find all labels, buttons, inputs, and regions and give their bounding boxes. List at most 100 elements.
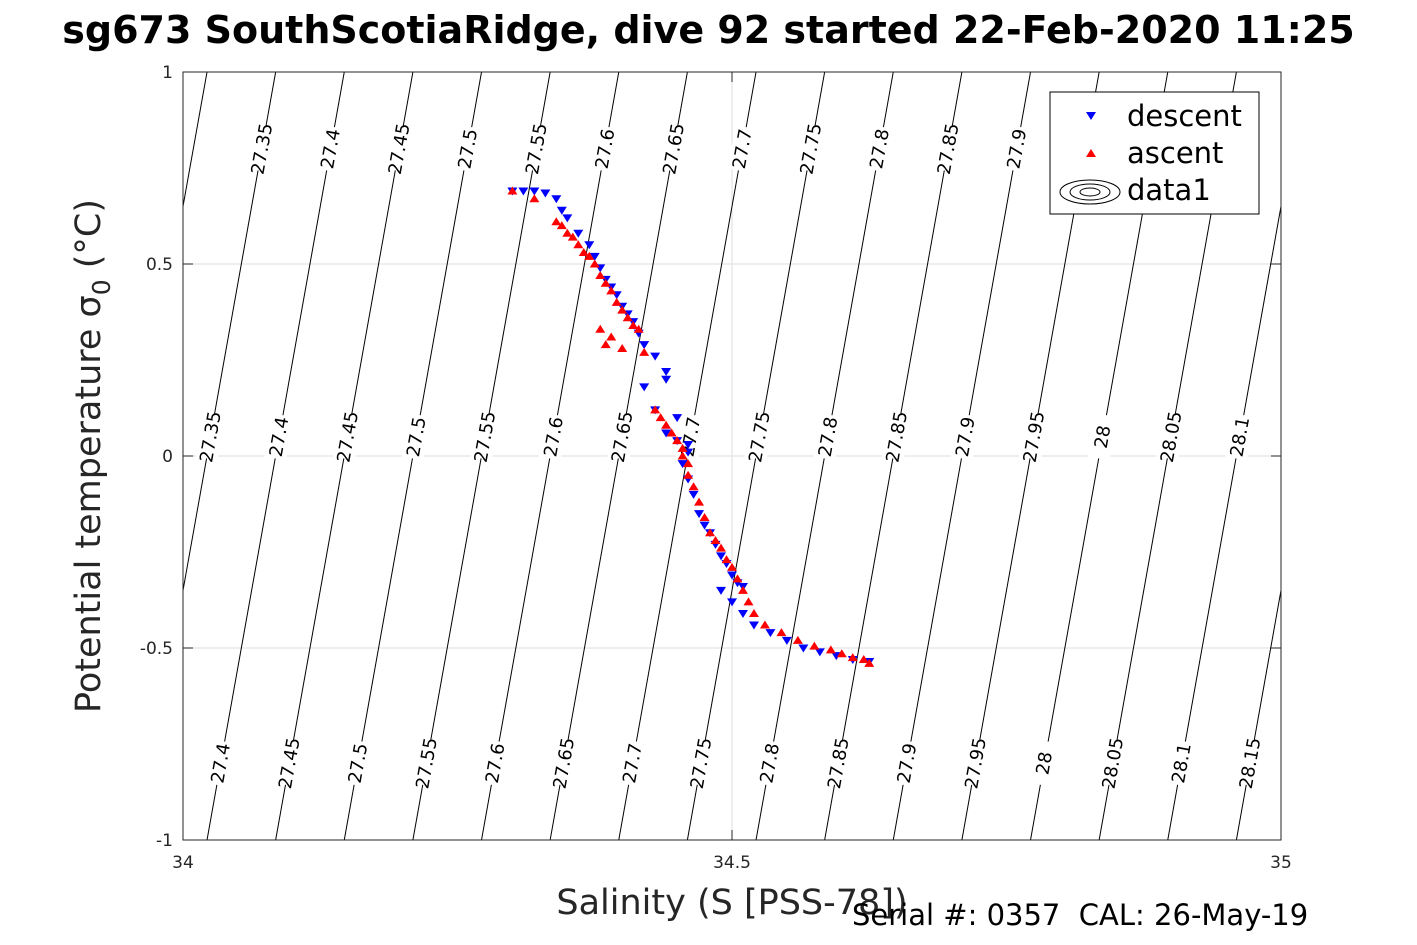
ascent-point xyxy=(556,221,567,230)
ascent-point xyxy=(573,240,584,249)
descent-point xyxy=(727,571,737,580)
descent-point xyxy=(688,490,699,499)
ascent-point xyxy=(727,562,737,571)
ascent-point xyxy=(595,324,606,333)
descent-point xyxy=(765,629,776,638)
isopycnal-line xyxy=(183,72,208,210)
y-tick-label: 0.5 xyxy=(146,255,173,275)
ascent-point xyxy=(567,232,578,241)
ascent-point xyxy=(666,428,677,437)
ascent-point xyxy=(683,470,694,479)
isopycnal-label-bg xyxy=(1156,413,1186,461)
chart-title: sg673 SouthScotiaRidge, dive 92 started … xyxy=(62,8,1355,52)
ascent-point xyxy=(716,543,727,552)
descent-point xyxy=(551,195,562,204)
ascent-point xyxy=(562,228,573,237)
ascent-point xyxy=(529,194,540,203)
isopycnal-label-bg xyxy=(727,125,757,173)
x-tick-label: 34 xyxy=(172,853,194,873)
ascent-point xyxy=(809,641,820,650)
ascent-point xyxy=(655,413,666,422)
ascent-point xyxy=(661,420,672,429)
isopycnal-label-bg xyxy=(823,739,854,787)
y-tick-label: 1 xyxy=(162,63,173,83)
descent-point xyxy=(650,352,661,361)
isopycnal-label-bg xyxy=(658,125,689,173)
y-axis-label: Potential temperature σ0 (°C) xyxy=(69,199,116,713)
ascent-point xyxy=(628,320,639,329)
ascent-point xyxy=(688,482,699,491)
isopycnal-label-bg xyxy=(264,413,294,461)
isopycnal-label-bg xyxy=(315,125,346,173)
y-axis-label-main: Potential temperature xyxy=(69,317,109,713)
ascent-point xyxy=(743,597,754,606)
isopycnal-label-bg xyxy=(892,739,922,787)
ascent-point xyxy=(589,259,600,268)
descent-point xyxy=(661,429,672,438)
isopycnal-label-bg xyxy=(796,125,826,173)
isopycnal-label-bg xyxy=(1019,413,1049,461)
isopycnal-label-bg xyxy=(617,739,648,787)
isopycnal-label-bg xyxy=(960,739,991,787)
isopycnal-label-bg xyxy=(401,413,432,461)
ascent-point xyxy=(847,653,858,662)
ascent-point xyxy=(710,535,721,544)
ascent-point xyxy=(864,658,875,667)
isopycnal-label-bg xyxy=(453,125,483,173)
isopycnal-label-bg xyxy=(813,413,843,461)
isopycnal-label-bg xyxy=(1029,739,1059,787)
isopycnal-label-bg xyxy=(933,125,963,173)
descent-point xyxy=(529,187,540,196)
isopycnal-label-bg xyxy=(950,413,981,461)
ascent-point xyxy=(606,286,617,295)
ascent-point xyxy=(507,186,518,195)
ascent-point xyxy=(672,436,683,445)
isopycnal-label-bg xyxy=(521,125,552,173)
isopycnal-label-bg xyxy=(1225,413,1255,461)
ascent-point xyxy=(737,585,748,594)
isopycnal-label-bg xyxy=(744,413,775,461)
ascent-point xyxy=(732,574,743,583)
ascent-point xyxy=(776,628,787,637)
ascent-point xyxy=(650,405,661,414)
x-axis-label: Salinity (S [PSS-78]) xyxy=(556,883,907,923)
ascent-point xyxy=(677,443,688,452)
axis-ticks: 34 34.5 35 -1 -0.5 0 0.5 1 xyxy=(140,63,1292,873)
isopycnal-label-bg xyxy=(480,739,510,787)
descent-point xyxy=(661,375,672,384)
ascent-point xyxy=(633,324,644,333)
legend-descent-label: descent xyxy=(1127,99,1242,133)
descent-point xyxy=(814,648,825,657)
isopycnal-label-bg xyxy=(274,739,305,787)
legend-data1-label: data1 xyxy=(1127,173,1211,207)
isopycnal-label-bg xyxy=(411,739,442,787)
isopycnal-label-bg xyxy=(195,413,226,461)
ascent-point xyxy=(622,313,633,322)
descent-point xyxy=(661,368,672,377)
legend-box xyxy=(1049,91,1260,215)
descent-point xyxy=(518,187,529,196)
descent-point xyxy=(677,460,688,469)
ascent-point xyxy=(551,217,562,226)
isopycnal-label-bg xyxy=(247,125,277,173)
ascent-point xyxy=(748,608,759,617)
y-tick-label: -0.5 xyxy=(140,639,173,659)
descent-point xyxy=(683,440,694,449)
y-tick-label: 0 xyxy=(162,447,173,467)
descent-point xyxy=(589,252,600,261)
descent-point xyxy=(737,609,748,618)
ascent-point xyxy=(617,305,628,314)
isopycnal-label-bg xyxy=(538,413,569,461)
isopycnal-label-bg xyxy=(1166,739,1197,787)
legend-contour-icon xyxy=(1059,179,1121,205)
y-axis-label-subscript: 0 xyxy=(87,279,116,295)
ascent-point xyxy=(721,555,732,564)
isopycnal-label: 28 xyxy=(1091,424,1116,450)
ascent-point xyxy=(606,332,617,341)
ascent-point xyxy=(595,271,606,280)
ascent-point xyxy=(836,649,847,658)
ascent-point xyxy=(683,459,694,468)
ascent-point xyxy=(584,251,595,260)
descent-point xyxy=(798,644,809,653)
